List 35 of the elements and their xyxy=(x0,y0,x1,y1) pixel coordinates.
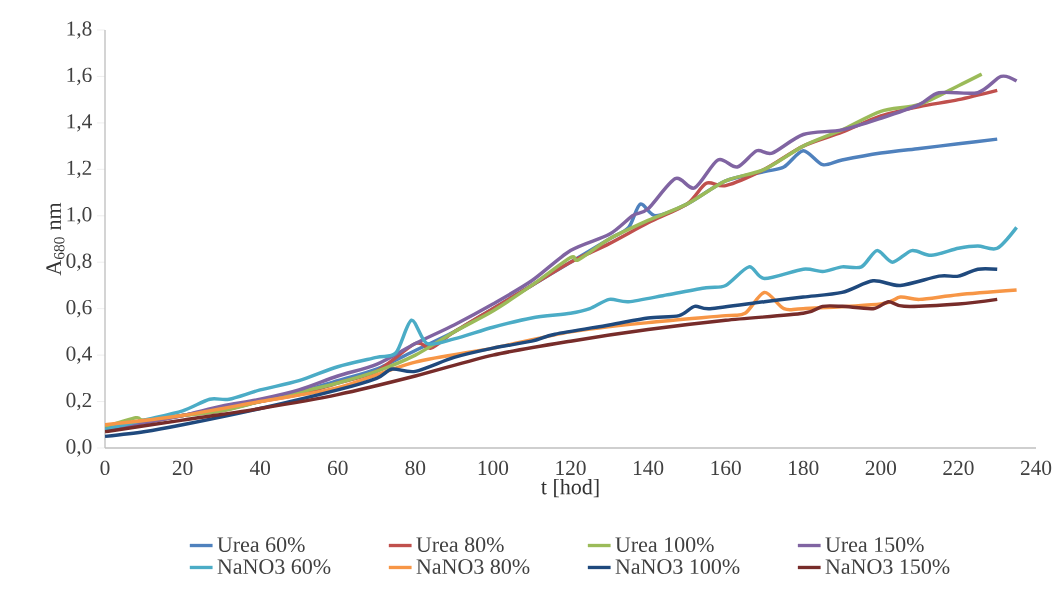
y-axis-title: A$_{680}$ nm xyxy=(46,202,65,276)
y-tick-label: 0,2 xyxy=(66,392,92,411)
y-tick-label: 0,4 xyxy=(66,346,92,364)
x-tick-label: 40 xyxy=(249,460,271,476)
x-tick-label: 180 xyxy=(789,460,819,476)
x-tick-label: 100 xyxy=(478,460,509,476)
legend-label: Urea 150% xyxy=(825,537,924,553)
x-axis-title: t [hod] xyxy=(541,478,599,498)
y-tick-label: 1,6 xyxy=(67,67,92,86)
x-tick-label: 160 xyxy=(711,460,741,476)
x-tick-label: 0 xyxy=(100,460,110,476)
legend-label: Urea 100% xyxy=(615,537,714,553)
x-tick-label: 20 xyxy=(172,460,193,476)
y-tick-label: 0,6 xyxy=(66,299,92,318)
y-tick-label: 0,0 xyxy=(66,439,92,457)
y-tick-label: 1,4 xyxy=(67,114,92,132)
legend-label: Urea 60% xyxy=(217,537,305,553)
y-tick-label: 1,8 xyxy=(67,21,92,39)
legend-label: NaNO3 60% xyxy=(217,559,331,575)
x-tick-label: 220 xyxy=(943,460,974,476)
x-tick-label: 60 xyxy=(328,460,348,476)
x-tick-label: 120 xyxy=(556,460,586,476)
legend-label: NaNO3 100% xyxy=(615,559,740,575)
legend-label: Urea 80% xyxy=(416,537,504,553)
x-tick-label: 140 xyxy=(633,460,664,476)
x-tick-label: 240 xyxy=(1020,460,1052,476)
legend-label: NaNO3 80% xyxy=(416,559,530,575)
line-series xyxy=(105,225,1019,432)
line-series xyxy=(105,267,999,439)
x-tick-label: 200 xyxy=(865,460,897,476)
y-tick-label: 1,2 xyxy=(67,160,92,179)
x-tick-label: 80 xyxy=(405,460,426,476)
legend-label: NaNO3 150% xyxy=(825,559,950,575)
y-tick-label: 1,0 xyxy=(67,207,92,225)
y-tick-label: 0,8 xyxy=(66,253,92,271)
